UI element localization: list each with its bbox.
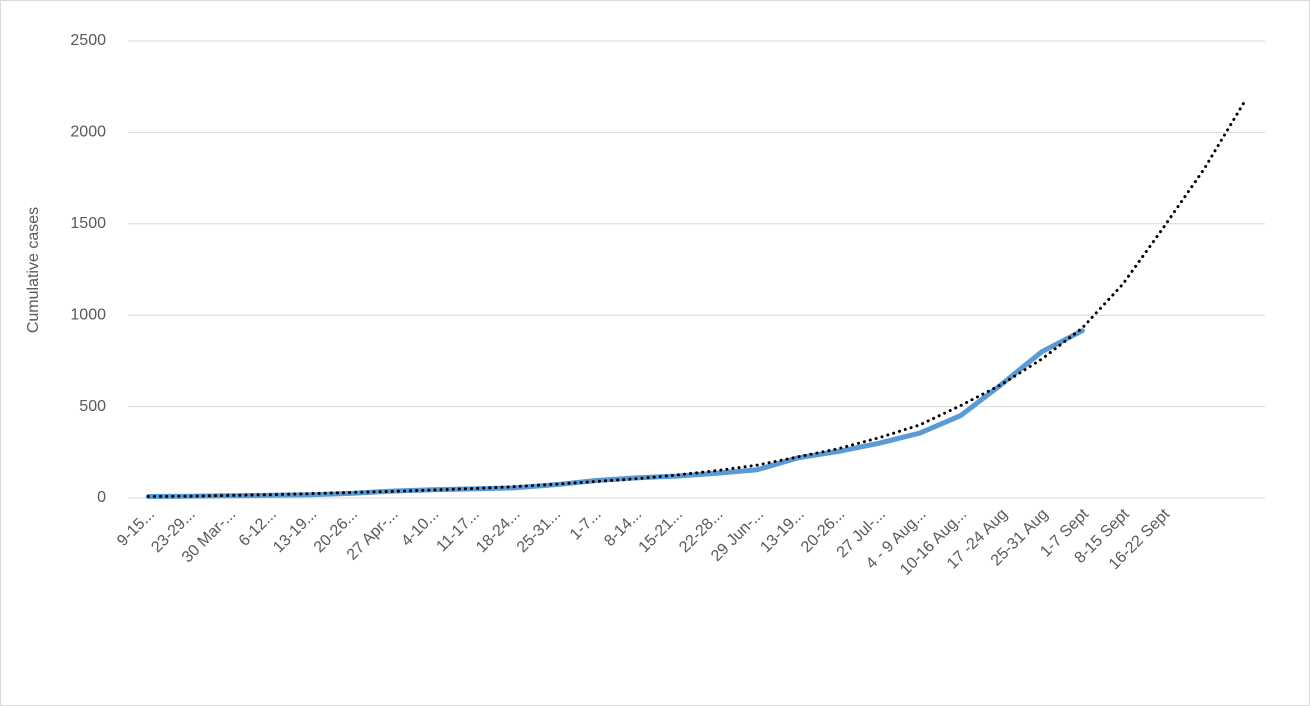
y-axis-label: Cumulative cases (25, 207, 42, 333)
data-line (145, 328, 1085, 499)
y-tick-label: 1500 (70, 215, 106, 232)
trend-line (146, 99, 1247, 498)
y-tick-label: 0 (97, 489, 106, 506)
y-tick-label: 2500 (70, 32, 106, 49)
y-tick-label: 500 (79, 398, 106, 415)
y-tick-label: 2000 (70, 124, 106, 141)
y-tick-label: 1000 (70, 306, 106, 323)
